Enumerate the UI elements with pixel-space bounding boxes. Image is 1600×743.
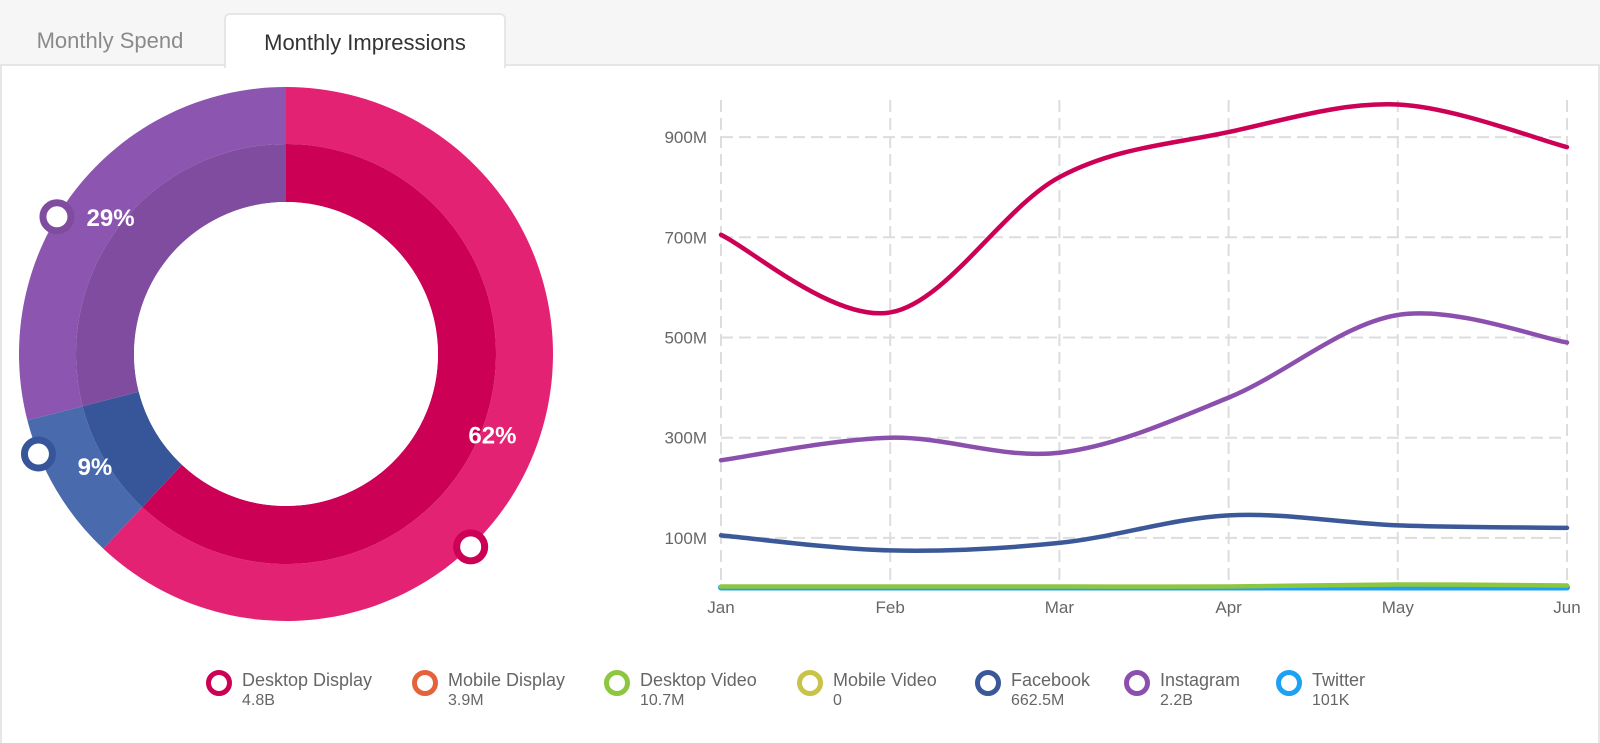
donut-slice-marker[interactable] [453,529,489,565]
donut-slice-outer-2[interactable] [18,87,286,421]
donut-slice-label: 29% [87,205,135,232]
x-tick-label: Jan [707,598,734,617]
legend-value: 662.5M [1011,692,1065,709]
y-tick-label: 900M [664,128,707,147]
y-tick-label: 300M [664,429,707,448]
legend-value: 4.8B [242,692,275,709]
donut-chart: 62% 9% 29% [18,87,553,621]
series-line-instagram[interactable] [718,311,1570,463]
y-tick-label: 500M [664,329,707,348]
legend-label: Instagram [1160,670,1241,690]
legend-label: Facebook [1011,670,1091,690]
y-tick-label: 700M [664,228,707,247]
series-line-facebook[interactable] [718,512,1570,553]
donut-slice-label: 62% [468,423,516,450]
x-tick-label: Feb [876,598,905,617]
x-tick-label: Apr [1215,598,1242,617]
legend-label: Mobile Display [448,670,566,690]
donut-slice-outer-1[interactable] [27,406,143,549]
donut-hole [134,202,438,506]
legend-label: Mobile Video [833,670,937,690]
legend-marker-icon [975,670,1001,696]
donut-slice-marker[interactable] [39,199,75,235]
tab-monthly-impressions[interactable]: Monthly Impressions [224,13,506,68]
x-tick-label: Jun [1553,598,1580,617]
legend-value: 10.7M [640,692,685,709]
legend-marker-icon [206,670,232,696]
legend-label: Desktop Display [242,670,373,690]
tab-bar: Monthly Spend Monthly Impressions [0,0,1600,68]
donut-slice-inner-0[interactable] [142,144,496,564]
legend-marker-icon [412,670,438,696]
legend-marker-icon [797,670,823,696]
donut-slice-marker[interactable] [20,436,56,472]
legend-marker-icon [604,670,630,696]
legend-marker-icon [1276,670,1302,696]
legend-label: Desktop Video [640,670,757,690]
legend-value: 3.9M [448,692,484,709]
series-line-desktop-video[interactable] [718,582,1570,589]
legend-label: Twitter [1312,670,1366,690]
chart-panel [0,66,1600,743]
legend-value: 2.2B [1160,692,1193,709]
y-tick-label: 100M [664,529,707,548]
legend-value: 101K [1312,692,1350,709]
donut-slice-outer-0[interactable] [103,87,553,621]
chart-legend: Desktop Display 4.8B Mobile Display 3.9M… [0,668,1600,728]
tab-monthly-spend[interactable]: Monthly Spend [36,28,184,53]
line-chart: Jan Feb Mar Apr May Jun 100M 300M 500M 700M 900M [664,100,1581,617]
x-tick-label: Mar [1045,598,1075,617]
legend-marker-icon [1124,670,1150,696]
donut-slice-inner-1[interactable] [82,391,182,508]
series-line-desktop-display[interactable] [718,102,1570,316]
x-tick-label: May [1382,598,1415,617]
donut-slice-inner-2[interactable] [75,144,286,407]
legend-value: 0 [833,692,842,709]
donut-slice-label: 9% [78,454,113,481]
